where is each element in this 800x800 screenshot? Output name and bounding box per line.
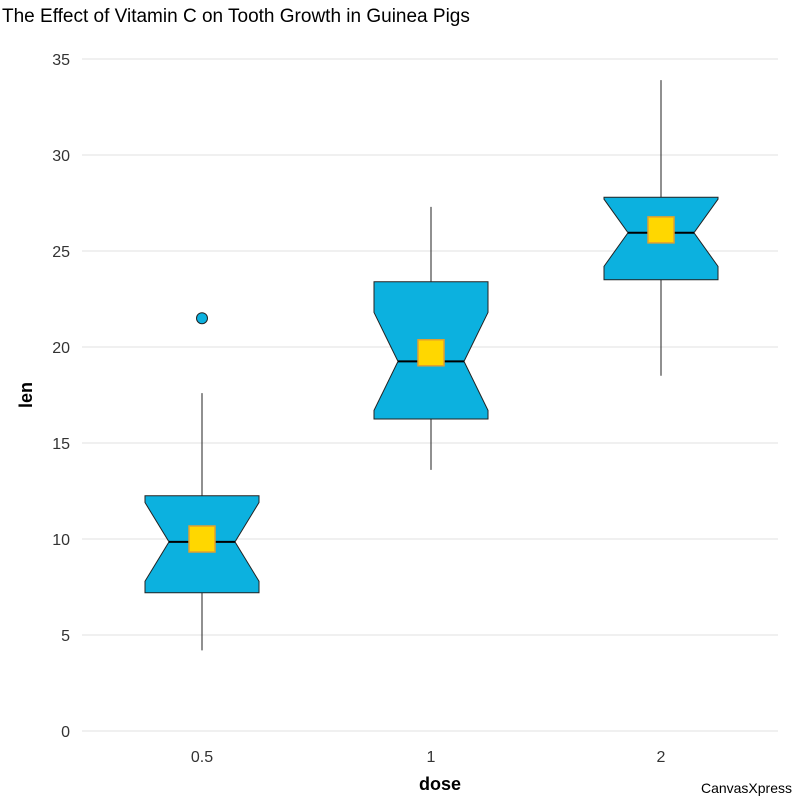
mean-marker xyxy=(417,339,445,367)
y-axis-title: len xyxy=(16,382,36,408)
y-tick-label: 25 xyxy=(52,244,70,261)
box-series xyxy=(144,80,719,651)
mean-marker xyxy=(647,216,675,244)
y-tick-label: 0 xyxy=(61,724,70,741)
box-0.5 xyxy=(144,312,260,651)
y-tick-label: 35 xyxy=(52,52,70,69)
x-tick-label: 2 xyxy=(657,749,666,766)
y-tick-label: 20 xyxy=(52,340,70,357)
x-tick-label: 1 xyxy=(427,749,436,766)
watermark: CanvasXpress xyxy=(700,780,792,796)
y-tick-label: 5 xyxy=(61,628,70,645)
box-2 xyxy=(603,80,719,376)
chart-title: The Effect of Vitamin C on Tooth Growth … xyxy=(2,6,470,27)
x-tick-label: 0.5 xyxy=(191,749,213,766)
y-tick-label: 10 xyxy=(52,532,70,549)
box-1 xyxy=(373,206,489,470)
outlier-point xyxy=(196,312,208,325)
y-tick-label: 15 xyxy=(52,436,70,453)
y-tick-labels: 0 5 10 15 20 25 30 35 xyxy=(52,52,70,741)
mean-marker xyxy=(188,525,216,553)
x-tick-labels: 0.5 1 2 xyxy=(191,749,666,766)
y-tick-label: 30 xyxy=(52,148,70,165)
x-axis-title: dose xyxy=(419,774,461,794)
